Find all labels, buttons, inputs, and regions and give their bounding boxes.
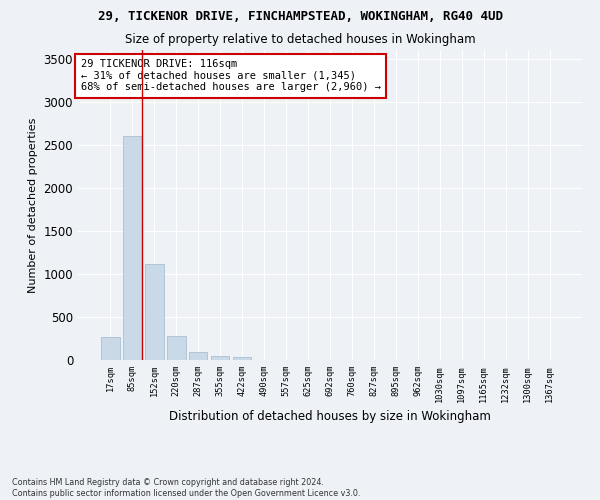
Bar — [123, 136, 142, 360]
Text: Contains HM Land Registry data © Crown copyright and database right 2024.
Contai: Contains HM Land Registry data © Crown c… — [12, 478, 361, 498]
Bar — [233, 357, 251, 360]
Bar — [211, 356, 229, 360]
Bar — [167, 336, 185, 360]
Text: Size of property relative to detached houses in Wokingham: Size of property relative to detached ho… — [125, 32, 475, 46]
Text: 29 TICKENOR DRIVE: 116sqm
← 31% of detached houses are smaller (1,345)
68% of se: 29 TICKENOR DRIVE: 116sqm ← 31% of detac… — [80, 60, 380, 92]
Text: 29, TICKENOR DRIVE, FINCHAMPSTEAD, WOKINGHAM, RG40 4UD: 29, TICKENOR DRIVE, FINCHAMPSTEAD, WOKIN… — [97, 10, 503, 23]
Bar — [101, 337, 119, 360]
Y-axis label: Number of detached properties: Number of detached properties — [28, 118, 38, 292]
X-axis label: Distribution of detached houses by size in Wokingham: Distribution of detached houses by size … — [169, 410, 491, 423]
Bar — [145, 264, 164, 360]
Bar — [189, 352, 208, 360]
